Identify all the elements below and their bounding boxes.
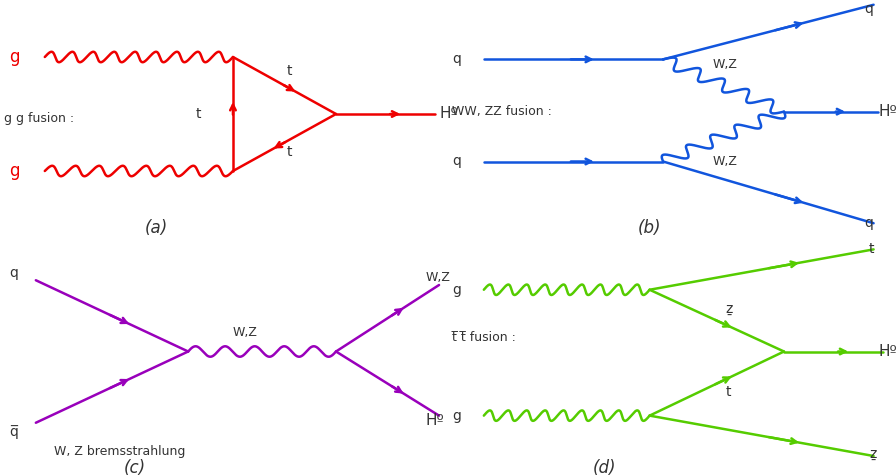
Text: q: q bbox=[865, 216, 874, 230]
Text: t̅ t̅ fusion :: t̅ t̅ fusion : bbox=[452, 331, 516, 344]
Text: (d): (d) bbox=[593, 459, 616, 475]
Text: t: t bbox=[287, 145, 292, 159]
Text: t: t bbox=[869, 242, 874, 256]
Text: g: g bbox=[452, 283, 461, 297]
Text: g: g bbox=[9, 162, 20, 180]
Text: g g fusion :: g g fusion : bbox=[4, 112, 74, 125]
Text: Hº: Hº bbox=[439, 106, 458, 122]
Text: (a): (a) bbox=[145, 219, 168, 237]
Text: ẕ: ẕ bbox=[869, 446, 876, 461]
Text: WW, ZZ fusion :: WW, ZZ fusion : bbox=[452, 105, 552, 118]
Text: t: t bbox=[287, 64, 292, 78]
Text: q: q bbox=[452, 154, 461, 169]
Text: ẕ: ẕ bbox=[726, 302, 733, 316]
Text: Hº: Hº bbox=[878, 104, 896, 119]
Text: W, Z bremsstrahlung: W, Z bremsstrahlung bbox=[54, 445, 185, 458]
Text: q: q bbox=[865, 2, 874, 17]
Text: t: t bbox=[726, 385, 731, 399]
Text: Hº: Hº bbox=[878, 344, 896, 359]
Text: W,Z: W,Z bbox=[712, 155, 737, 168]
Text: (c): (c) bbox=[124, 459, 145, 475]
Text: Hº: Hº bbox=[426, 413, 444, 428]
Text: t: t bbox=[196, 107, 202, 121]
Text: W,Z: W,Z bbox=[426, 271, 451, 285]
Text: g: g bbox=[452, 408, 461, 423]
Text: W,Z: W,Z bbox=[712, 57, 737, 71]
Text: W,Z: W,Z bbox=[233, 326, 258, 339]
Text: (b): (b) bbox=[638, 219, 661, 237]
Text: g: g bbox=[9, 48, 20, 66]
Text: q̅: q̅ bbox=[9, 425, 18, 439]
Text: q: q bbox=[452, 52, 461, 66]
Text: q: q bbox=[9, 266, 18, 280]
